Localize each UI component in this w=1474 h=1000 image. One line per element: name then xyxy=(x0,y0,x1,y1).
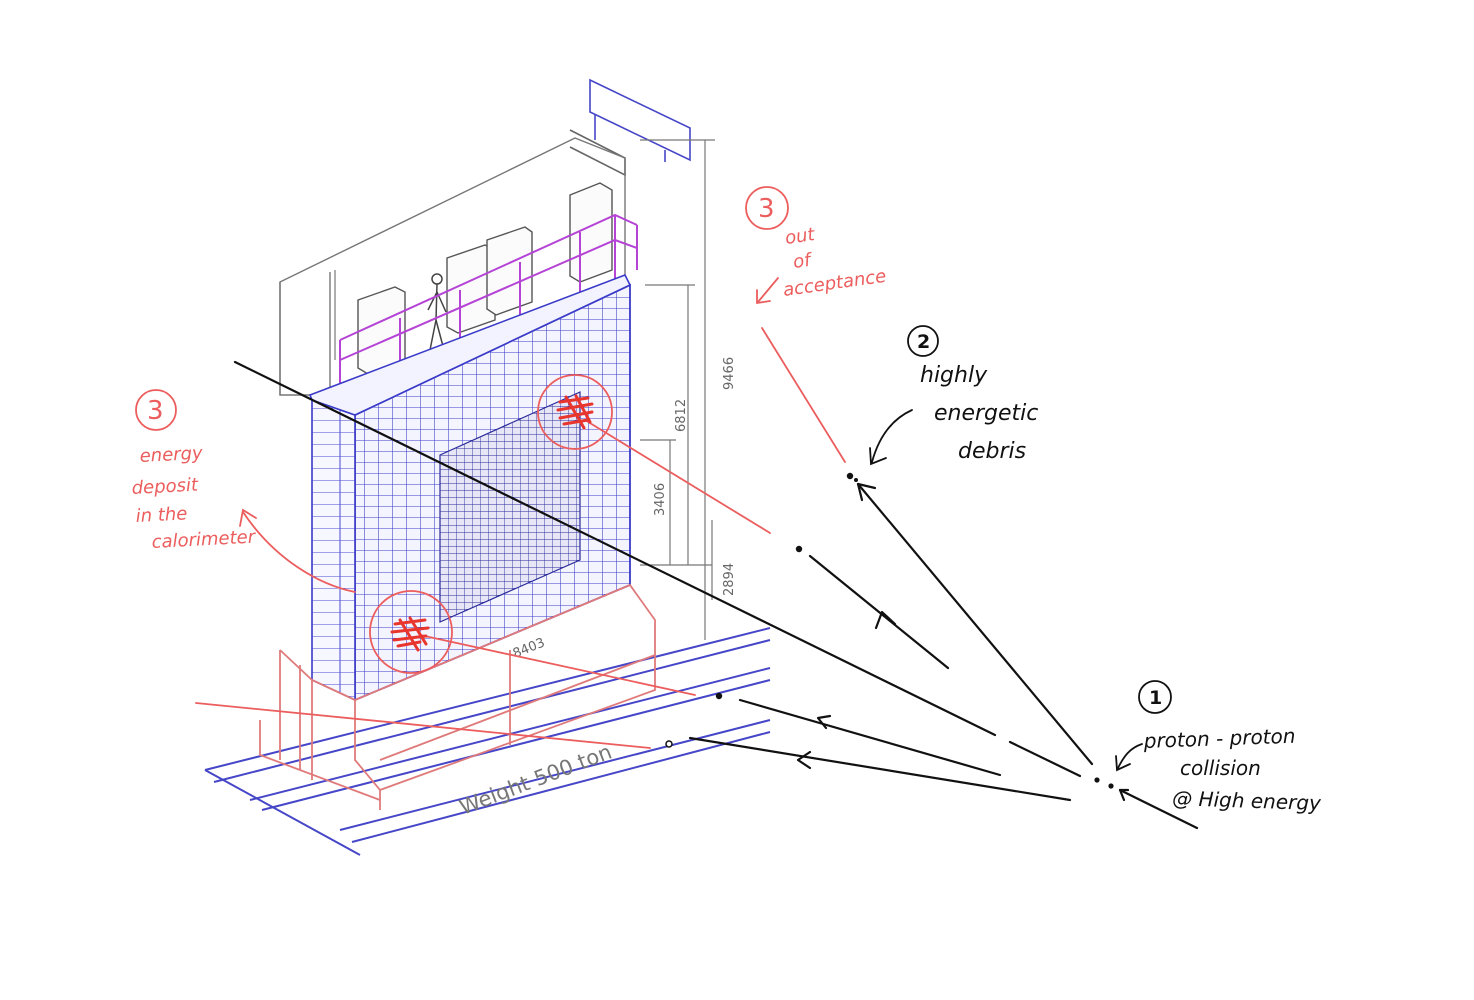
arrow-debris xyxy=(856,482,877,502)
calorimeter-pointer xyxy=(242,511,356,593)
debris-pointer xyxy=(871,409,913,463)
dim-mid-height: 3406 xyxy=(653,483,668,516)
acceptance-line-1: out xyxy=(784,224,817,249)
debris-number: 2 xyxy=(917,331,930,353)
debris-dot xyxy=(846,472,854,480)
out-of-acceptance-line xyxy=(761,327,846,463)
base-frame xyxy=(259,583,656,810)
red-extrapolations xyxy=(195,327,846,749)
collision-pointer xyxy=(1117,743,1143,769)
collision-point xyxy=(1094,777,1100,783)
arrow-track-3 xyxy=(796,750,812,770)
calorimeter-front xyxy=(354,283,631,702)
energy-deposits xyxy=(369,374,613,674)
track-to-debris xyxy=(856,482,1094,766)
calorimeter-line-4: calorimeter xyxy=(151,527,257,553)
deposit-circle-lower xyxy=(369,590,453,674)
crane-bracket xyxy=(569,78,691,177)
arrow-incoming xyxy=(1118,788,1130,802)
arrow-track-2 xyxy=(816,714,832,730)
track-arrows xyxy=(796,482,1130,802)
dim-lower-height: 2894 xyxy=(722,563,737,596)
annotation-acceptance: 3 out of acceptance xyxy=(745,186,887,305)
calorimeter-line-2: deposit xyxy=(131,474,199,498)
annotation-debris: 2 highly energetic debris xyxy=(869,325,1038,466)
floor-rails xyxy=(204,627,771,856)
particle-dots xyxy=(665,472,1114,789)
debris-line-1: highly xyxy=(920,363,988,388)
beam-axis xyxy=(233,360,997,737)
calorimeter-number: 3 xyxy=(147,396,164,426)
dimension-lines xyxy=(334,139,715,640)
dim-total-height: 9466 xyxy=(722,357,737,390)
collision-number: 1 xyxy=(1149,687,1162,709)
collision-line-1: proton - proton xyxy=(1142,724,1295,753)
person-figure xyxy=(427,273,447,351)
calorimeter-line-1: energy xyxy=(139,443,203,467)
debris-line-2: energetic xyxy=(934,401,1038,426)
deposit-scribble-upper xyxy=(556,394,594,430)
collision-line-3: @ High energy xyxy=(1172,786,1323,815)
platform-railing xyxy=(339,213,638,395)
incoming-beam xyxy=(1118,788,1199,830)
debris-line-3: debris xyxy=(958,439,1026,464)
acceptance-number: 3 xyxy=(758,194,775,224)
collision-line-2: collision xyxy=(1180,756,1261,780)
dim-upper-height: 6812 xyxy=(674,399,689,432)
acceptance-line-2: of xyxy=(792,249,815,273)
dim-width: 8403 xyxy=(511,635,547,661)
calorimeter-line-3: in the xyxy=(135,503,188,527)
calorimeter-side xyxy=(311,398,356,702)
deposit-scribble-lower xyxy=(390,616,430,652)
deposit-circle-upper xyxy=(537,374,613,450)
acceptance-pointer xyxy=(757,277,779,303)
annotation-collision: 1 proton - proton collision @ High energ… xyxy=(1115,680,1323,815)
arrow-track-1 xyxy=(874,610,897,630)
particle-tracks xyxy=(233,360,1199,830)
